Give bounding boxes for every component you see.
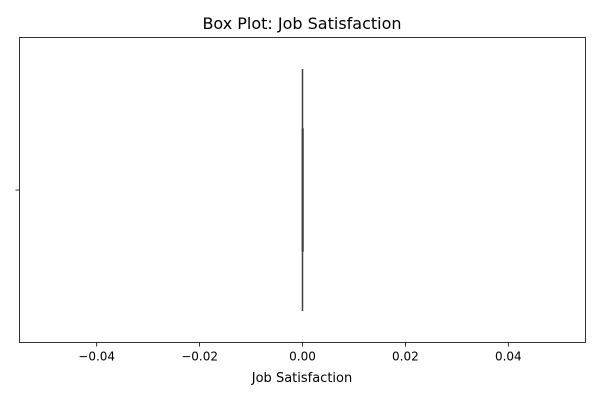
x-tick-label: −0.04 [78, 350, 115, 364]
x-tick-label: 0.02 [392, 350, 419, 364]
chart-title: Box Plot: Job Satisfaction [202, 14, 401, 33]
x-tick-label: 0.04 [495, 350, 522, 364]
x-axis-label: Job Satisfaction [251, 371, 352, 386]
x-tick-label: 0.00 [289, 350, 316, 364]
box-plot-marks [301, 69, 304, 311]
x-tick-label: −0.02 [181, 350, 218, 364]
x-axis-ticks: −0.04 −0.02 0.00 0.02 0.04 [78, 342, 522, 364]
